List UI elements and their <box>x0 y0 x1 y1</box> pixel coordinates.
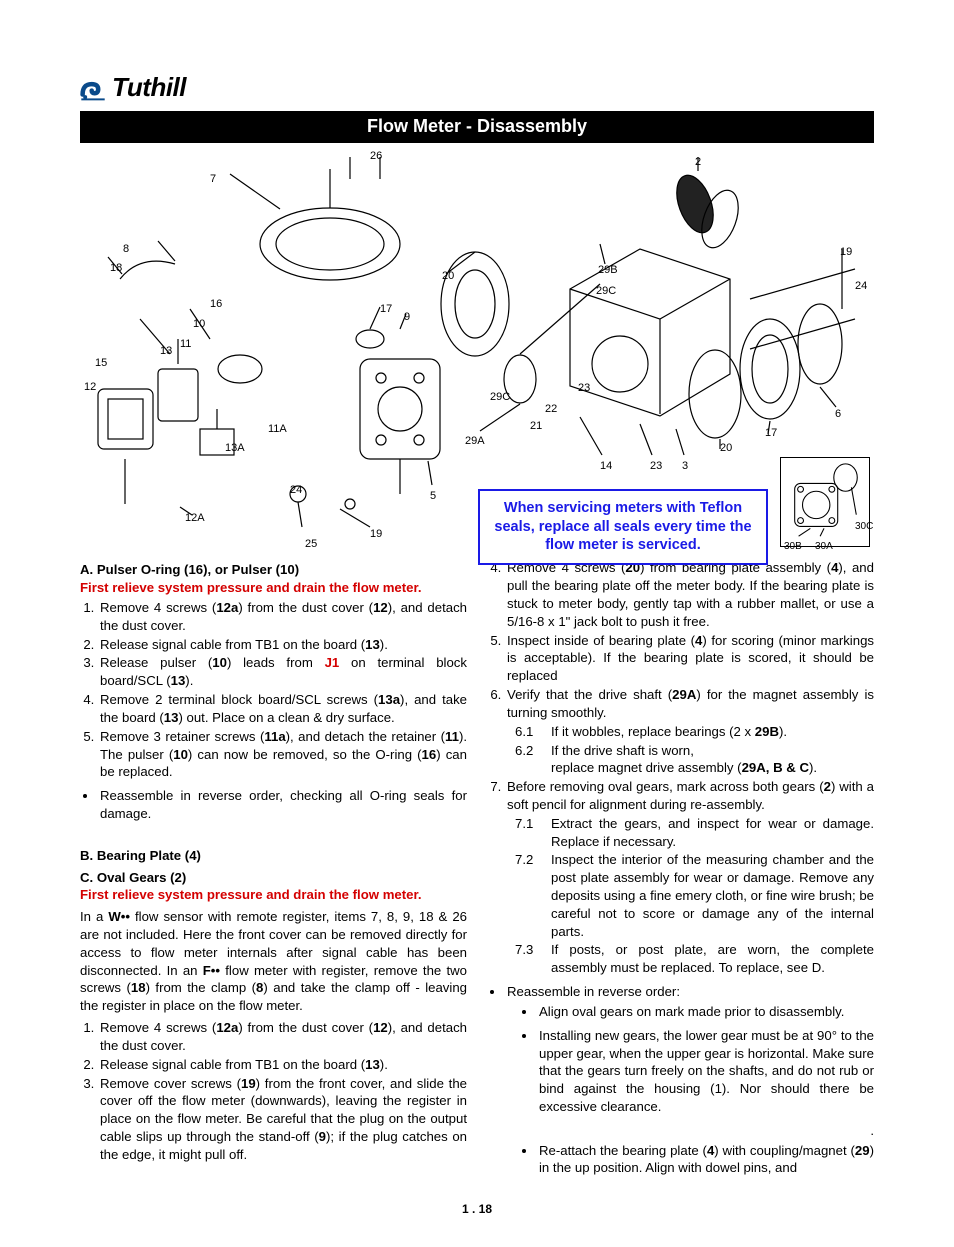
logo-icon <box>80 75 106 101</box>
diagram-label: 29C <box>490 390 510 405</box>
step-bc3: Remove cover screws (19) from the front … <box>98 1075 467 1164</box>
diagram-label: 23 <box>650 459 662 474</box>
diagram-label: 25 <box>305 537 317 552</box>
diagram-label: 20 <box>442 269 454 284</box>
service-warning-callout: When servicing meters with Teflon seals,… <box>478 489 768 565</box>
diagram-label: 12A <box>185 511 205 526</box>
section-bc-warning: First relieve system pressure and drain … <box>80 886 467 904</box>
diagram-label: 22 <box>545 402 557 417</box>
inset-label: 30B <box>784 540 802 554</box>
section-bc-intro: In a W•• flow sensor with remote registe… <box>80 908 467 1015</box>
note-a-reassemble: Reassemble in reverse order, checking al… <box>98 787 467 823</box>
page-number: 1 . 18 <box>80 1201 874 1217</box>
section-bc-steps-cont: Remove 4 screws (20) from bearing plate … <box>505 559 874 977</box>
section-a-warning: First relieve system pressure and drain … <box>80 579 467 597</box>
inset-label: 30A <box>815 540 833 554</box>
step-bc6-sub: 6.1If it wobbles, replace bearings (2 x … <box>515 723 874 777</box>
diagram-label: 19 <box>370 527 382 542</box>
diagram-label: 11A <box>268 422 287 437</box>
step-bc7-2: Inspect the interior of the measuring ch… <box>551 851 874 940</box>
step-bc6-1: If it wobbles, replace bearings (2 x 29B… <box>551 723 787 741</box>
section-a-heading: A. Pulser O-ring (16), or Pulser (10) <box>80 561 467 579</box>
diagram-label: 2 <box>695 155 701 170</box>
diagram-label: 5 <box>430 489 436 504</box>
step-bc6: Verify that the drive shaft (29A) for th… <box>505 686 874 777</box>
reassemble-3: Re-attach the bearing plate (4) with cou… <box>537 1142 874 1178</box>
step-bc7: Before removing oval gears, mark across … <box>505 778 874 977</box>
diagram-label: 13 <box>160 344 172 359</box>
diagram-label: 16 <box>210 297 222 312</box>
step-a1: Remove 4 screws (12a) from the dust cove… <box>98 599 467 635</box>
logo-text: Tuthill <box>112 70 186 105</box>
section-c-heading: C. Oval Gears (2) <box>80 869 467 887</box>
exploded-diagram: 26 2 7 8 29B 19 18 20 29C 24 16 17 9 10 13 11 15 29C 23 12 2… <box>80 149 874 549</box>
step-bc5: Inspect inside of bearing plate (4) for … <box>505 632 874 685</box>
reassemble-head: Reassemble in reverse order: Align oval … <box>505 983 874 1177</box>
section-a-notes: Reassemble in reverse order, checking al… <box>98 787 467 823</box>
diagram-label: 8 <box>123 242 129 257</box>
inset-diagram: 30C30B30A <box>780 457 870 547</box>
diagram-label: 24 <box>290 483 302 498</box>
step-a4: Remove 2 terminal block board/SCL screws… <box>98 691 467 727</box>
diagram-label: 29C <box>596 284 616 299</box>
inset-label: 30C <box>855 520 873 534</box>
diagram-label: 10 <box>193 317 205 332</box>
step-bc4: Remove 4 screws (20) from bearing plate … <box>505 559 874 630</box>
diagram-label: 17 <box>765 426 777 441</box>
diagram-label: 19 <box>840 245 852 260</box>
right-column: Remove 4 screws (20) from bearing plate … <box>487 557 874 1183</box>
reassemble-1: Align oval gears on mark made prior to d… <box>537 1003 874 1021</box>
diagram-label: 14 <box>600 459 612 474</box>
step-bc7-sub: 7.1Extract the gears, and inspect for we… <box>515 815 874 977</box>
step-a5: Remove 3 retainer screws (11a), and deta… <box>98 728 467 781</box>
reassemble-list: Reassemble in reverse order: Align oval … <box>505 983 874 1177</box>
diagram-label: 21 <box>530 419 542 434</box>
diagram-label: 23 <box>578 381 590 396</box>
diagram-label: 24 <box>855 279 867 294</box>
diagram-label: 3 <box>682 459 688 474</box>
left-column: A. Pulser O-ring (16), or Pulser (10) Fi… <box>80 557 467 1183</box>
diagram-label: 15 <box>95 356 107 371</box>
diagram-label: 29A <box>465 434 485 449</box>
step-bc6-2: If the drive shaft is worn,replace magne… <box>551 742 817 778</box>
diagram-label: 18 <box>110 261 122 276</box>
reassemble-2: Installing new gears, the lower gear mus… <box>537 1027 874 1116</box>
step-bc2: Release signal cable from TB1 on the boa… <box>98 1056 467 1074</box>
diagram-label: 20 <box>720 441 732 456</box>
diagram-label: 11 <box>180 337 191 352</box>
step-bc7-3: If posts, or post plate, are worn, the c… <box>551 941 874 977</box>
brand-logo: Tuthill <box>80 70 874 105</box>
diagram-label: 9 <box>404 310 410 325</box>
diagram-label: 29B <box>598 263 618 278</box>
diagram-label: 13A <box>225 441 245 456</box>
step-a3: Release pulser (10) leads from J1 on ter… <box>98 654 467 690</box>
diagram-label: 12 <box>84 380 96 395</box>
step-bc1: Remove 4 screws (12a) from the dust cove… <box>98 1019 467 1055</box>
diagram-label: 7 <box>210 172 216 187</box>
step-a2: Release signal cable from TB1 on the boa… <box>98 636 467 654</box>
content-columns: A. Pulser O-ring (16), or Pulser (10) Fi… <box>80 557 874 1183</box>
diagram-label: 6 <box>835 407 841 422</box>
section-b-heading: B. Bearing Plate (4) <box>80 847 467 865</box>
section-a-steps: Remove 4 screws (12a) from the dust cove… <box>98 599 467 781</box>
step-bc7-1: Extract the gears, and inspect for wear … <box>551 815 874 851</box>
j1-label: J1 <box>325 655 340 670</box>
diagram-label: 26 <box>370 149 382 164</box>
section-bc-steps: Remove 4 screws (12a) from the dust cove… <box>98 1019 467 1164</box>
page-title: Flow Meter - Disassembly <box>80 111 874 143</box>
diagram-label: 17 <box>380 302 392 317</box>
